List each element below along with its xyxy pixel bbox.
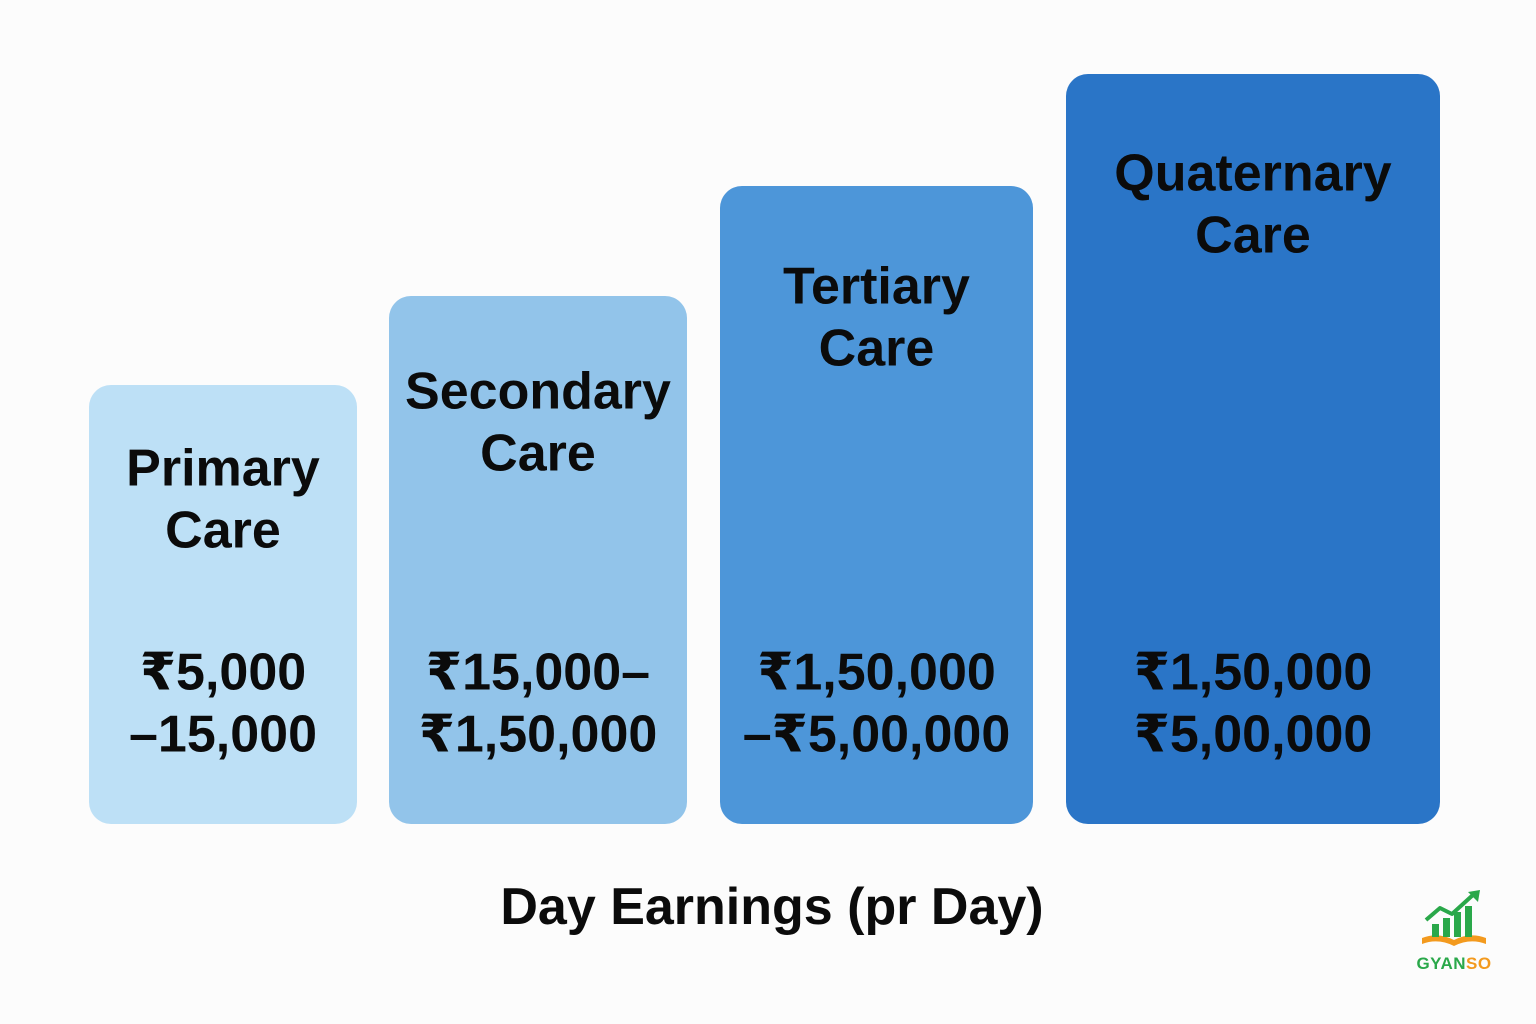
logo-text: GYANSO — [1416, 954, 1492, 973]
bar-title-primary-care-line-2: Care — [165, 502, 281, 560]
growth-chart-book-icon — [1422, 890, 1486, 946]
gyanso-logo: GYANSO — [1404, 888, 1504, 978]
bar-title-primary-care-line-1: Primary — [126, 440, 320, 498]
bar-value-secondary-care-line-1: ₹15,000– — [426, 644, 650, 702]
bar-primary-care — [89, 385, 357, 824]
bar-quaternary-care — [1066, 74, 1440, 824]
bar-value-tertiary-care-line-2: –₹5,00,000 — [743, 706, 1011, 764]
bars-group: PrimaryCare₹5,000–15,000SecondaryCare₹15… — [89, 74, 1440, 824]
bar-value-primary-care-line-2: –15,000 — [129, 706, 317, 764]
bar-value-secondary-care-line-2: ₹1,50,000 — [419, 706, 658, 764]
bar-title-tertiary-care-line-2: Care — [819, 320, 935, 378]
bar-title-quaternary-care-line-1: Quaternary — [1114, 145, 1392, 203]
bar-title-quaternary-care-line-2: Care — [1195, 207, 1311, 265]
bar-value-primary-care-line-1: ₹5,000 — [140, 644, 306, 702]
bar-title-secondary-care-line-2: Care — [480, 425, 596, 483]
x-axis-label: Day Earnings (pr Day) — [500, 878, 1043, 936]
bar-secondary-care — [389, 296, 687, 824]
bar-title-tertiary-care-line-1: Tertiary — [783, 258, 970, 316]
bar-value-quaternary-care-line-2: ₹5,00,000 — [1134, 706, 1373, 764]
bar-value-quaternary-care-line-1: ₹1,50,000 — [1134, 644, 1373, 702]
bar-tertiary-care — [720, 186, 1033, 824]
bar-title-secondary-care-line-1: Secondary — [405, 363, 671, 421]
bar-value-tertiary-care-line-1: ₹1,50,000 — [757, 644, 996, 702]
